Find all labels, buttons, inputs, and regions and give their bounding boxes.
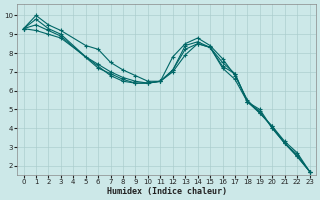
- X-axis label: Humidex (Indice chaleur): Humidex (Indice chaleur): [107, 187, 227, 196]
